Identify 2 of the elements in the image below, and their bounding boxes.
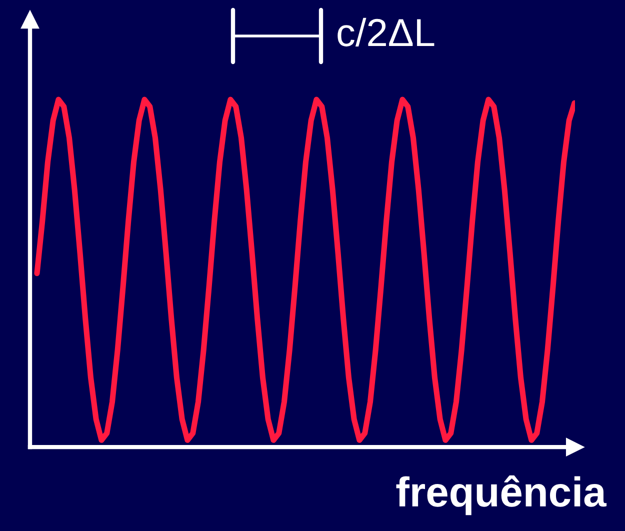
text: c/2ΔL	[338, 18, 434, 46]
x-axis-title: frequência	[396, 475, 607, 516]
